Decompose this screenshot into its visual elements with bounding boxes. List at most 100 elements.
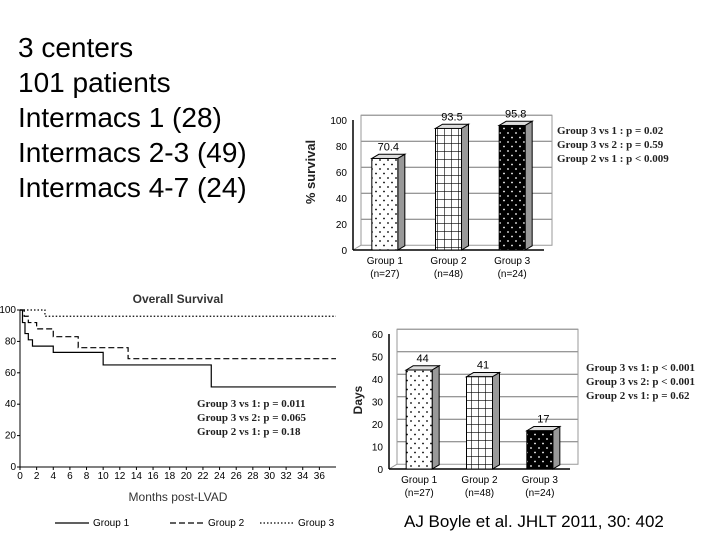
days-bar-y-tick-label: 50 — [372, 353, 384, 364]
km-axes — [17, 309, 336, 470]
km-x-tick-label: 12 — [114, 471, 126, 482]
survival-bar-value-label-2: 93.5 — [441, 111, 462, 123]
summary-line-centers: 3 centers — [18, 32, 134, 63]
km-y-tick-label: 40 — [5, 399, 17, 410]
km-series-line-3 — [20, 309, 336, 317]
days-bar-bar-1 — [405, 369, 433, 470]
days-bar-chart: 0 10 20 30 40 50 60 44 Group 1 (n=27) 41 Group 2 (n… — [351, 328, 695, 499]
days-bar-y-tick-label: 20 — [372, 420, 384, 431]
days-bar-category-n-3: (n=24) — [525, 488, 554, 499]
summary-text-block: 3 centers 101 patients Intermacs 1 (28) … — [18, 30, 247, 205]
km-x-tick-label: 16 — [147, 471, 159, 482]
survival-bar-bar-2 — [435, 127, 462, 251]
days-bar-y-axis-title: Days — [351, 385, 365, 414]
survival-bar-bars — [370, 120, 534, 251]
summary-line-intermacs-4-7: Intermacs 4-7 (24) — [18, 172, 247, 203]
days-bar-category-label-3: Group 3 — [522, 475, 559, 486]
survival-bar-bar-side — [524, 120, 533, 251]
km-x-tick-label: 4 — [50, 471, 56, 482]
survival-bar-value-label-3: 95.8 — [505, 108, 526, 120]
days-bar-y-tick-label: 0 — [377, 465, 383, 476]
km-series-line-2 — [20, 309, 336, 360]
days-bar-bar-side — [431, 364, 440, 470]
km-x-tick-label: 10 — [98, 471, 110, 482]
days-bar-y-tick-label: 40 — [372, 375, 384, 386]
km-legend-label-1: Group 1 — [93, 518, 130, 529]
survival-bar-pvalue-2: Group 3 vs 2 : p = 0.59 — [557, 139, 664, 151]
days-bar-bars — [404, 364, 562, 470]
days-bar-y-tick-label: 60 — [372, 330, 384, 341]
km-x-tick-label: 34 — [297, 471, 309, 482]
km-chart-title: Overall Survival — [133, 292, 224, 306]
survival-bar-chart: 0 20 40 60 80 100 70.4 Group 1 (n=27) 93.5 Group … — [303, 108, 669, 280]
survival-bar-pvalue-3: Group 2 vs 1 : p < 0.009 — [557, 153, 669, 165]
survival-bar-category-label-2: Group 2 — [430, 256, 467, 267]
km-y-tick-label: 100 — [0, 305, 16, 316]
days-bar-bar-side — [492, 371, 500, 470]
days-bar-category-n-2: (n=48) — [465, 488, 494, 499]
days-bar-pvalue-3: Group 2 vs 1: p = 0.62 — [586, 390, 690, 402]
days-bar-y-tick-label: 10 — [372, 443, 384, 454]
km-x-tick-label: 8 — [84, 471, 90, 482]
survival-bar-bar-3 — [498, 124, 526, 251]
days-bar-bar-side — [552, 425, 561, 470]
survival-bar-y-tick-label: 60 — [336, 168, 348, 179]
summary-line-intermacs-2-3: Intermacs 2-3 (49) — [18, 137, 247, 168]
survival-bar-bar-1 — [371, 157, 399, 251]
days-bar-value-label-1: 44 — [417, 353, 429, 365]
summary-line-patients: 101 patients — [18, 67, 171, 98]
km-x-tick-label: 22 — [197, 471, 209, 482]
km-x-tick-label: 14 — [131, 471, 143, 482]
survival-bar-category-n-2: (n=48) — [434, 269, 463, 280]
km-x-tick-label: 28 — [247, 471, 259, 482]
days-bar-labels: 44 Group 1 (n=27) 41 Group 2 (n=48) 17 Group 3 (… — [401, 353, 558, 499]
km-x-axis-title: Months post-LVAD — [129, 490, 228, 504]
survival-bar-y-tick-label: 40 — [336, 194, 348, 205]
survival-bar-y-tick-label: 0 — [341, 246, 347, 257]
days-bar-bar-2 — [466, 376, 493, 470]
km-y-tick-label: 0 — [10, 462, 16, 473]
km-pvalue-1: Group 3 vs 1: p = 0.011 — [197, 398, 305, 410]
km-y-tick-label: 80 — [5, 336, 17, 347]
km-survival-curves — [20, 309, 336, 388]
days-bar-category-n-1: (n=27) — [405, 488, 434, 499]
survival-bar-y-tick-label: 100 — [330, 116, 347, 127]
days-bar-pvalue-2: Group 3 vs 2: p < 0.001 — [586, 376, 695, 388]
survival-bar-bar-side — [397, 153, 406, 251]
km-x-tick-label: 36 — [314, 471, 326, 482]
km-x-tick-label: 24 — [214, 471, 226, 482]
days-bar-value-label-2: 41 — [477, 360, 489, 372]
days-bar-pvalue-1: Group 3 vs 1: p < 0.001 — [586, 362, 695, 374]
days-bar-y-tick-label: 30 — [372, 398, 384, 409]
days-bar-bar-3 — [526, 430, 554, 470]
km-x-tick-label: 18 — [164, 471, 176, 482]
km-x-tick-label: 20 — [181, 471, 193, 482]
km-legend-label-2: Group 2 — [208, 518, 245, 529]
km-x-tick-label: 2 — [34, 471, 40, 482]
survival-bar-category-label-3: Group 3 — [494, 256, 531, 267]
km-x-tick-label: 6 — [67, 471, 73, 482]
km-x-tick-label: 30 — [264, 471, 276, 482]
km-legend-label-3: Group 3 — [298, 518, 335, 529]
survival-bar-value-label-1: 70.4 — [378, 141, 399, 153]
days-bar-category-label-1: Group 1 — [401, 475, 438, 486]
survival-bar-y-tick-label: 20 — [336, 220, 348, 231]
km-x-tick-label: 0 — [17, 471, 23, 482]
survival-bar-bar-side — [461, 123, 469, 251]
survival-bar-category-label-1: Group 1 — [367, 256, 404, 267]
survival-bar-labels: 70.4 Group 1 (n=27) 93.5 Group 2 (n=48) 95.8 Gr… — [367, 108, 531, 280]
km-series-line-1 — [20, 309, 336, 388]
survival-bar-pvalue-1: Group 3 vs 1 : p = 0.02 — [557, 125, 664, 137]
km-x-tick-label: 32 — [281, 471, 293, 482]
survival-bar-y-tick-label: 80 — [336, 142, 348, 153]
citation-text: AJ Boyle et al. JHLT 2011, 30: 402 — [404, 512, 664, 531]
km-y-tick-label: 20 — [5, 431, 17, 442]
km-x-tick-label: 26 — [231, 471, 243, 482]
km-legend: Group 1 Group 2 Group 3 — [55, 518, 335, 529]
survival-bar-category-n-3: (n=24) — [498, 269, 527, 280]
survival-bar-category-n-1: (n=27) — [370, 269, 399, 280]
days-bar-value-label-3: 17 — [537, 414, 549, 426]
km-y-tick-label: 60 — [5, 368, 17, 379]
